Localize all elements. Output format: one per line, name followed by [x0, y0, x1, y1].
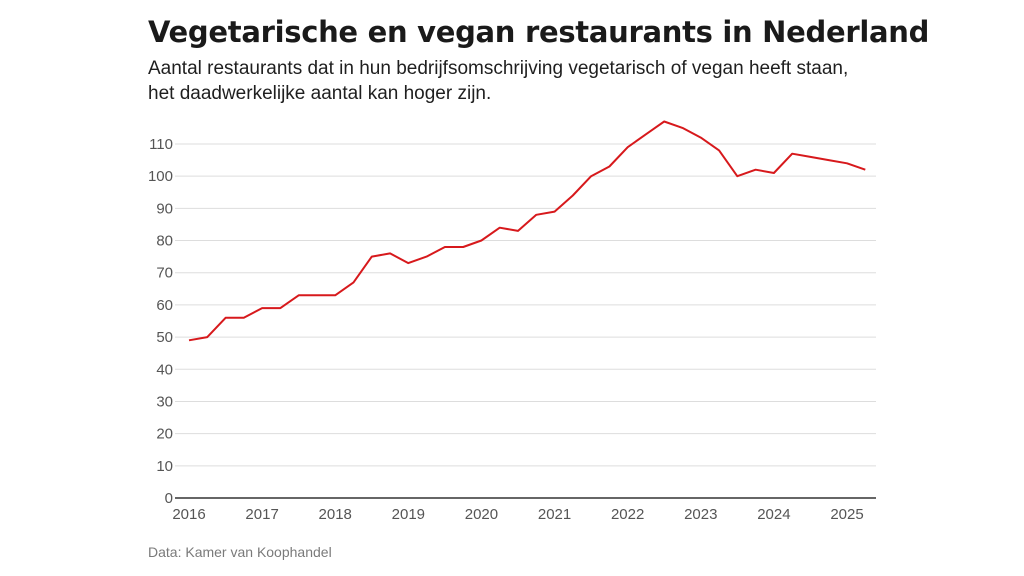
- series-line: [188, 120, 866, 342]
- x-tick-label: 2020: [465, 506, 498, 523]
- y-tick-label: 70: [156, 265, 173, 282]
- series-group: [188, 120, 866, 342]
- y-tick-label: 100: [148, 168, 173, 185]
- y-tick-label: 80: [156, 233, 173, 250]
- y-tick-label: 30: [156, 393, 173, 410]
- x-tick-label: 2022: [611, 506, 644, 523]
- x-tick-label: 2025: [830, 506, 863, 523]
- y-tick-label: 90: [156, 200, 173, 217]
- x-tick-label: 2018: [319, 506, 352, 523]
- y-tick-label: 60: [156, 297, 173, 314]
- chart-title: Vegetarische en vegan restaurants in Ned…: [148, 15, 930, 49]
- x-tick-label: 2017: [245, 506, 278, 523]
- x-tick-label: 2021: [538, 506, 571, 523]
- x-tick-label: 2023: [684, 506, 717, 523]
- x-axis-tick-labels: 2016 2017 2018 2019 2020 2021 2022 2023 2024 2025: [172, 506, 863, 523]
- y-tick-label: 110: [149, 136, 173, 153]
- x-tick-label: 2024: [757, 506, 790, 523]
- y-axis-tick-labels: 0 10 20 30 40 50 60 70 80 90 100 110: [148, 136, 173, 507]
- data-source: Data: Kamer van Koophandel: [148, 544, 332, 560]
- y-tick-label: 20: [156, 426, 173, 443]
- y-tick-label: 10: [156, 458, 173, 475]
- y-tick-label: 40: [156, 361, 173, 378]
- y-tick-label: 50: [156, 329, 173, 346]
- chart-subtitle: Aantal restaurants dat in hun bedrijfsom…: [148, 58, 849, 104]
- gridlines: [175, 143, 876, 467]
- x-tick-label: 2019: [392, 506, 425, 523]
- x-tick-label: 2016: [172, 506, 205, 523]
- y-tick-label: 0: [165, 490, 173, 507]
